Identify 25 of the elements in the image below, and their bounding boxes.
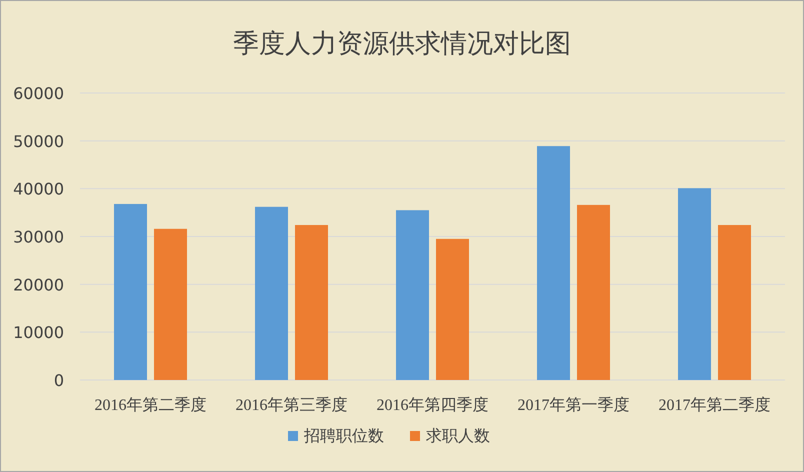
bar xyxy=(577,204,610,380)
y-tick-label: 30000 xyxy=(13,228,64,246)
y-tick-label: 50000 xyxy=(13,132,64,151)
x-tick-label: 2017年第一季度 xyxy=(518,396,630,414)
x-tick-label: 2016年第四季度 xyxy=(376,396,488,414)
y-tick-label: 40000 xyxy=(13,180,64,199)
x-tick-label: 2016年第二季度 xyxy=(94,396,206,414)
bar xyxy=(114,204,147,380)
bar xyxy=(537,146,570,380)
y-tick-label: 10000 xyxy=(13,323,64,342)
x-tick-label: 2016年第三季度 xyxy=(236,396,348,414)
bar xyxy=(436,238,469,380)
bar xyxy=(154,228,187,380)
x-tick-label: 2017年第二季度 xyxy=(658,396,770,414)
bar xyxy=(718,225,751,380)
bar xyxy=(295,225,328,380)
bar xyxy=(678,188,711,380)
bar xyxy=(396,210,429,380)
y-tick-label: 60000 xyxy=(13,84,64,103)
y-tick-label: 20000 xyxy=(13,275,64,294)
y-tick-label: 0 xyxy=(54,371,64,390)
legend-label: 求职人数 xyxy=(426,426,490,445)
legend-label: 招聘职位数 xyxy=(303,426,384,445)
bar xyxy=(255,206,288,380)
chart-title: 季度人力资源供求情况对比图 xyxy=(233,29,571,59)
